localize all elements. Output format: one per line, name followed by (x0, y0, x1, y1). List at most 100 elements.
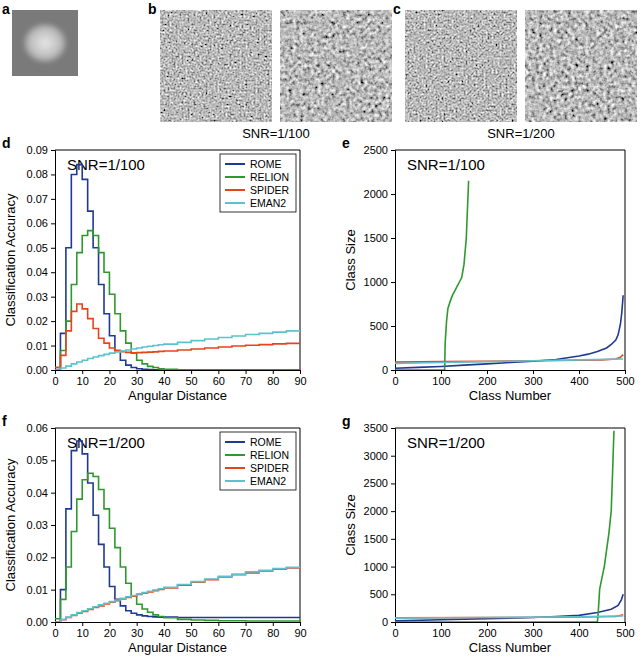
legend-swatch (225, 176, 245, 178)
tick: 1000 (364, 561, 395, 573)
tick-label: 0.09 (27, 144, 48, 156)
tick-mark (51, 199, 55, 200)
tick-label: 0.05 (27, 242, 48, 254)
tick-label: 0 (52, 375, 58, 387)
tick: 60 (213, 370, 225, 387)
series-line (55, 330, 300, 370)
tick-label: 1500 (364, 232, 388, 244)
noise-image (280, 10, 392, 122)
tick-label: 400 (570, 375, 588, 387)
tick: 30 (131, 370, 143, 387)
tick-label: 300 (524, 375, 542, 387)
tick-label: 500 (370, 588, 388, 600)
tick-label: 40 (158, 627, 170, 639)
tick-mark (391, 326, 395, 327)
tick-label: 2500 (364, 477, 388, 489)
tick-label: 10 (77, 627, 89, 639)
panel-label: f (2, 413, 7, 429)
tick: 90 (294, 622, 306, 639)
tick-label: 100 (432, 375, 450, 387)
tick-label: 0 (382, 364, 388, 376)
tick: 1000 (364, 276, 395, 288)
tick: 70 (240, 370, 252, 387)
tick-mark (273, 370, 274, 374)
tick-mark (625, 370, 626, 374)
tick: 0.03 (27, 519, 55, 531)
tick-mark (51, 460, 55, 461)
tick-mark (391, 539, 395, 540)
tick-label: 0.03 (27, 519, 48, 531)
series-line (395, 431, 614, 622)
tick-label: 80 (267, 627, 279, 639)
series-line (395, 594, 623, 621)
tick: 500 (616, 622, 634, 639)
tick: 0.06 (27, 217, 55, 229)
tick-mark (391, 594, 395, 595)
tick-mark (191, 370, 192, 374)
tick-label: 0.08 (27, 168, 48, 180)
tick: 80 (267, 622, 279, 639)
tick-mark (441, 370, 442, 374)
chart-title: SNR=1/100 (407, 156, 485, 173)
tick-mark (137, 622, 138, 626)
tick: 0 (52, 622, 58, 639)
tick-label: 10 (77, 375, 89, 387)
image-caption: SNR=1/200 (487, 126, 555, 141)
tick-label: 0 (52, 627, 58, 639)
tick: 0.00 (27, 364, 55, 376)
tick-mark (51, 297, 55, 298)
tick-mark (51, 590, 55, 591)
tick-label: 60 (213, 375, 225, 387)
tick-mark (51, 493, 55, 494)
tick: 0.02 (27, 551, 55, 563)
chart: 010020030040050005001000150020002500Clas… (342, 135, 635, 403)
axis-line (396, 371, 626, 375)
tick: 40 (158, 622, 170, 639)
tick-mark (164, 370, 165, 374)
plot-area (55, 165, 300, 370)
tick-label: 0.06 (27, 217, 48, 229)
series-line (395, 615, 623, 618)
tick-mark (441, 622, 442, 626)
tick-label: 1000 (364, 276, 388, 288)
tick-mark (109, 370, 110, 374)
tick: 500 (370, 588, 395, 600)
tick-label: 0.02 (27, 315, 48, 327)
tick-label: 0.00 (27, 616, 48, 628)
tick-mark (51, 370, 55, 371)
legend-swatch (225, 467, 245, 469)
panel-label: g (342, 413, 351, 429)
chart-title: SNR=1/200 (67, 434, 145, 451)
series-line (55, 441, 300, 622)
tick: 3500 (364, 422, 395, 434)
tick-label: 100 (432, 627, 450, 639)
tick: 0 (52, 370, 58, 387)
tick-mark (579, 370, 580, 374)
tick: 2500 (364, 144, 395, 156)
tick-mark (391, 150, 395, 151)
tick-mark (51, 248, 55, 249)
tick: 0.01 (27, 340, 55, 352)
chart: 01020304050607080900.000.010.020.030.040… (2, 413, 307, 655)
frame-top (395, 150, 625, 151)
tick-label: 200 (478, 375, 496, 387)
legend-box (220, 432, 296, 490)
tick-mark (51, 174, 55, 175)
tick: 0.02 (27, 315, 55, 327)
tick-label: 20 (104, 627, 116, 639)
plot-area (55, 441, 300, 622)
tick-mark (579, 622, 580, 626)
noise-image (160, 10, 272, 122)
legend: ROMERELIONSPIDEREMAN2 (220, 154, 296, 212)
tick-label: 3000 (364, 450, 388, 462)
tick-label: 0.06 (27, 422, 48, 434)
tick-mark (391, 511, 395, 512)
tick-mark (191, 622, 192, 626)
tick-mark (246, 370, 247, 374)
legend-swatch (225, 441, 245, 443)
axis-line (51, 151, 56, 371)
tick-mark (218, 370, 219, 374)
chart: 01020304050607080900.000.010.020.030.040… (2, 135, 307, 403)
tick-mark (51, 525, 55, 526)
tick: 80 (267, 370, 279, 387)
